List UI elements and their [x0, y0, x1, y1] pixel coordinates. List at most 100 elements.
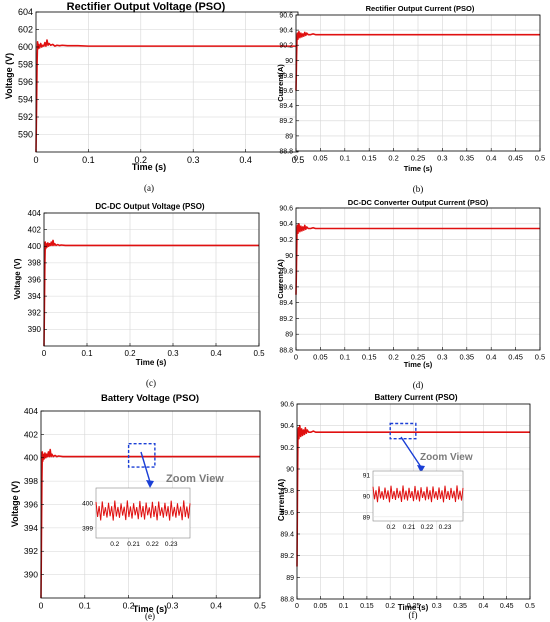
inset-plot: 89 90 91 0.2 0.21 0.22 0.23 — [363, 470, 464, 531]
x-tick-label: 0.1 — [339, 603, 349, 610]
x-tick-label: 0.35 — [459, 353, 474, 362]
chart-panel-6: 0 0.05 0.1 0.15 0.2 0.25 0.3 0.35 0.4 0.45 0.5 88.8… — [277, 393, 535, 620]
x-tick-label: 0.25 — [407, 603, 421, 610]
x-tick-label: 0.3 — [167, 349, 179, 358]
chart-panel-3: 0 0.1 0.2 0.3 0.4 0.5 390 392 394 396 398 400 402 404… — [13, 202, 265, 388]
y-tick-label: 90 — [285, 58, 293, 65]
y-tick-label: 402 — [24, 429, 38, 439]
y-tick-label: 396 — [24, 499, 38, 509]
y-tick-label: 90.2 — [279, 43, 293, 50]
y-tick-label: 90.6 — [280, 401, 294, 408]
y-tick-label: 90.4 — [280, 423, 294, 430]
x-tick-label: 0.5 — [253, 349, 265, 358]
chart-title: DC-DC Converter Output Current (PSO) — [348, 198, 489, 207]
x-tick-label: 0.15 — [360, 603, 374, 610]
chart-panel-2: 0 0.05 0.1 0.15 0.2 0.25 0.3 0.35 0.4 0.45 0.588.8… — [276, 4, 545, 194]
inset-x-tick-label: 0.23 — [439, 524, 452, 531]
y-tick-label: 90.6 — [279, 205, 293, 212]
y-tick-label: 392 — [28, 309, 42, 318]
y-tick-label: 394 — [24, 523, 38, 533]
x-tick-label: 0.4 — [479, 603, 489, 610]
y-tick-label: 404 — [28, 209, 42, 218]
y-tick-label: 90.6 — [279, 12, 293, 19]
x-tick-label: 0.4 — [486, 353, 496, 362]
x-tick-label: 0 — [33, 155, 38, 165]
y-tick-label: 90.2 — [280, 445, 294, 452]
x-axis-label: Time (s) — [404, 164, 433, 173]
x-tick-label: 0.2 — [385, 603, 395, 610]
zoom-arrow-shaft — [400, 436, 422, 468]
zoom-arrow-head — [146, 480, 154, 488]
y-tick-label: 400 — [24, 453, 38, 463]
chart-title: Rectifier Output Voltage (PSO) — [67, 1, 226, 13]
y-tick-label: 89.4 — [279, 300, 293, 307]
y-tick-label: 88.8 — [279, 148, 293, 155]
zoom-region-box — [389, 422, 417, 440]
chart-title: Battery Current (PSO) — [374, 393, 457, 402]
zoom-view-label: Zoom View — [166, 473, 224, 485]
x-tick-label: 0.25 — [411, 154, 426, 163]
zoom-arrow-head — [417, 465, 425, 473]
y-axis-label: Voltage (V) — [10, 481, 20, 527]
y-tick-label: 594 — [18, 95, 33, 105]
inset-y-tick-label: 400 — [82, 501, 93, 508]
series-line — [295, 30, 540, 91]
y-tick-label: 390 — [28, 325, 42, 334]
inset-frame — [95, 487, 191, 539]
y-tick-label: 89.8 — [280, 488, 294, 495]
y-tick-label: 398 — [28, 259, 42, 268]
series-line — [43, 239, 259, 347]
chart-panel-5: 0 0.1 0.2 0.3 0.4 0.5 390 392 394 396 398 400 402 404… — [10, 393, 266, 621]
x-tick-label: 0.35 — [453, 603, 467, 610]
y-tick-label: 89.2 — [279, 118, 293, 125]
x-tick-label: 0.4 — [210, 349, 222, 358]
y-tick-label: 89 — [285, 332, 293, 339]
x-tick-label: 0 — [294, 154, 298, 163]
y-tick-label: 89.2 — [280, 553, 294, 560]
series-line — [40, 448, 260, 599]
inset-plot: 399 400 0.2 0.21 0.22 0.23 — [82, 487, 191, 548]
panel-caption: (a) — [144, 183, 154, 193]
x-tick-label: 0.15 — [362, 154, 377, 163]
inset-x-tick-label: 0.21 — [403, 524, 416, 531]
x-tick-label: 0.4 — [210, 601, 222, 611]
x-tick-label: 0.2 — [388, 353, 398, 362]
x-tick-label: 0.2 — [123, 601, 135, 611]
panel-caption: (f) — [409, 610, 418, 620]
x-tick-label: 0.05 — [313, 603, 327, 610]
inset-y-tick-label: 90 — [363, 494, 371, 501]
y-axis-label: Voltage (V) — [4, 53, 14, 99]
x-tick-label: 0.2 — [388, 154, 398, 163]
y-tick-label: 604 — [18, 7, 33, 17]
panel-caption: (b) — [413, 184, 424, 194]
chart-title: Battery Voltage (PSO) — [101, 393, 199, 404]
y-tick-label: 89 — [285, 133, 293, 140]
panel-caption: (c) — [146, 378, 156, 388]
inset-x-tick-label: 0.21 — [127, 541, 140, 548]
inset-y-tick-label: 89 — [363, 514, 371, 521]
x-tick-label: 0.5 — [535, 353, 545, 362]
y-tick-label: 89.6 — [280, 510, 294, 517]
y-tick-label: 404 — [24, 406, 38, 416]
y-tick-label: 90.2 — [279, 237, 293, 244]
inset-y-tick-label: 399 — [82, 526, 93, 533]
y-tick-label: 88.8 — [279, 347, 293, 354]
chart-title: Rectifier Output Current (PSO) — [366, 4, 475, 13]
inset-series-line — [372, 485, 464, 503]
y-tick-label: 396 — [28, 275, 42, 284]
y-tick-label: 90.4 — [279, 221, 293, 228]
x-tick-label: 0.45 — [508, 154, 523, 163]
inset-series-line — [95, 500, 191, 521]
x-tick-label: 0 — [294, 353, 298, 362]
y-tick-label: 392 — [24, 546, 38, 556]
x-tick-label: 0.15 — [362, 353, 377, 362]
y-tick-label: 89.4 — [279, 103, 293, 110]
x-axis-label: Time (s) — [136, 358, 167, 367]
x-axis-label: Time (s) — [398, 603, 429, 612]
y-tick-label: 602 — [18, 25, 33, 35]
x-tick-label: 0.05 — [313, 353, 328, 362]
y-tick-label: 89.6 — [279, 88, 293, 95]
y-tick-label: 398 — [24, 476, 38, 486]
x-tick-label: 0.45 — [500, 603, 514, 610]
chart-panel-1: 0 0.1 0.2 0.3 0.4 0.5 590 592 594 596 598 600 602 604… — [4, 1, 304, 193]
